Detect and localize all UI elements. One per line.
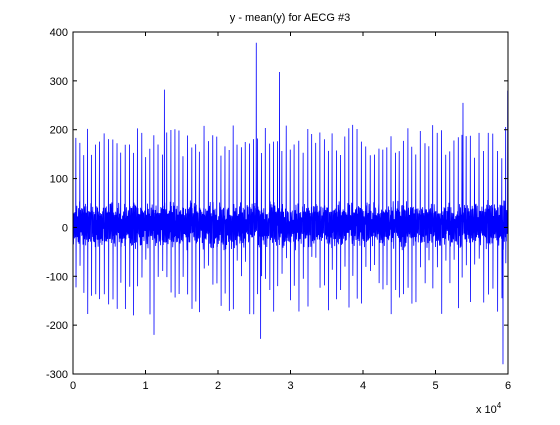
x-exponent-power: 4 xyxy=(497,401,502,410)
y-tick-label: 100 xyxy=(50,174,68,186)
y-tick-label: -200 xyxy=(46,320,68,332)
y-tick-label: -300 xyxy=(46,369,68,381)
axis-ticks: 0 1 2 3 4 5 6 -300 -200 -100 0 100 200 300 400 xyxy=(46,27,511,392)
x-exponent-base: x 10 xyxy=(476,404,497,416)
y-tick-label: -100 xyxy=(46,271,68,283)
y-tick-label: 0 xyxy=(62,222,68,234)
y-tick-label: 400 xyxy=(50,27,68,39)
chart-title: y - mean(y) for AECG #3 xyxy=(230,12,350,24)
y-tick-label: 200 xyxy=(50,125,68,137)
series-trace xyxy=(72,42,509,365)
x-tick-label: 6 xyxy=(505,380,511,392)
series-line xyxy=(72,42,509,365)
x-exponent-label: x 104 xyxy=(476,401,502,416)
plot-frame xyxy=(72,31,509,375)
x-tick-label: 1 xyxy=(142,380,148,392)
x-tick-label: 0 xyxy=(70,380,76,392)
y-tick-label: 300 xyxy=(50,76,68,88)
x-tick-label: 4 xyxy=(360,380,366,392)
x-tick-label: 5 xyxy=(432,380,438,392)
x-tick-label: 3 xyxy=(287,380,293,392)
x-tick-label: 2 xyxy=(215,380,221,392)
